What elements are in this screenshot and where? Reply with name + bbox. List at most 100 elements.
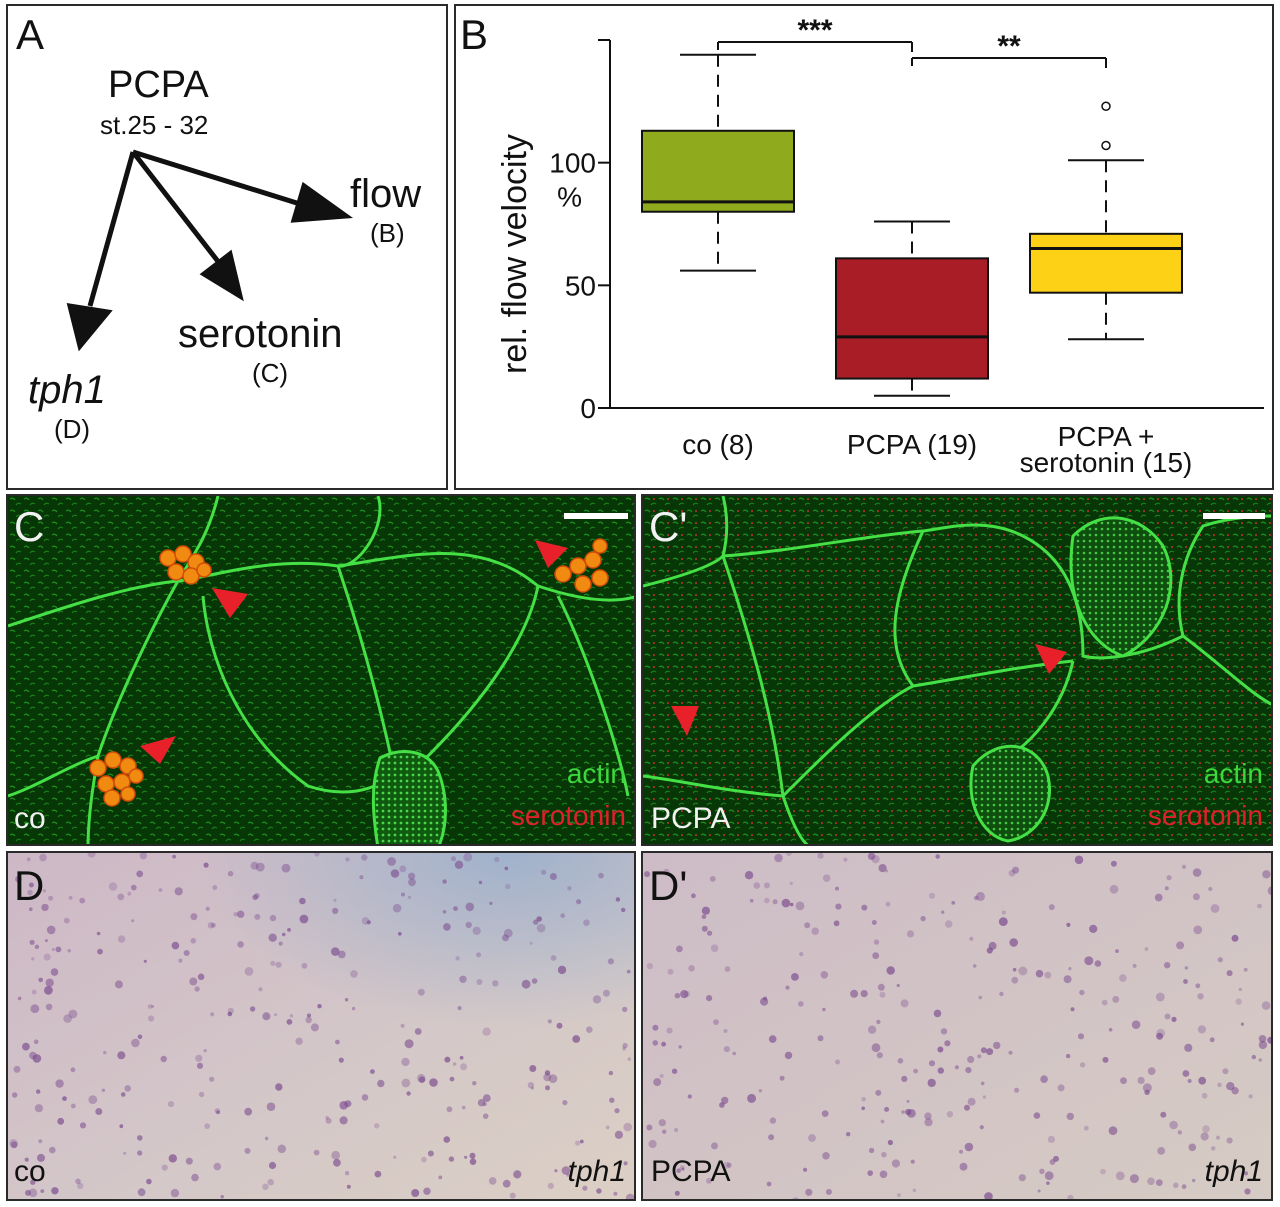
tph1-dot	[494, 856, 500, 863]
tph1-dot	[867, 1025, 877, 1034]
tph1-dot	[1012, 866, 1020, 874]
tph1-dot	[622, 1046, 626, 1051]
condition-label: co	[14, 1155, 46, 1188]
tph1-dot	[531, 978, 538, 984]
y-unit-label: %	[557, 182, 582, 213]
tph1-dot	[666, 1027, 673, 1034]
tph1-dot	[652, 1024, 659, 1031]
probe-label: tph1	[1204, 1155, 1263, 1188]
tph1-dot	[1065, 1053, 1071, 1059]
arrowhead-tph1	[66, 302, 113, 352]
tph1-dot	[774, 853, 783, 863]
micrograph-control-actin	[8, 496, 634, 844]
tph1-dot	[1267, 1036, 1271, 1044]
tph1-dot	[843, 857, 848, 862]
tph1-dot	[833, 920, 840, 927]
tph1-dot	[171, 941, 180, 950]
tph1-dot	[543, 1073, 552, 1082]
tph1-dot	[210, 1012, 215, 1017]
tph1-dot	[151, 1004, 155, 1008]
tph1-dot	[860, 990, 868, 998]
arrow-to-tph1	[87, 151, 136, 307]
tph1-dot	[1157, 1147, 1166, 1155]
tph1-dot	[400, 1023, 405, 1028]
target-tph1-ref: (D)	[54, 414, 91, 444]
tph1-dot	[270, 960, 276, 966]
tph1-dot	[51, 1187, 59, 1195]
tph1-dot	[482, 1102, 487, 1107]
tph1-dot	[901, 1110, 905, 1114]
tph1-dot	[1108, 1126, 1118, 1136]
tph1-dot	[29, 907, 33, 911]
tph1-dot	[1044, 971, 1052, 979]
tph1-dot	[924, 1112, 932, 1120]
tph1-dot	[1209, 1037, 1215, 1043]
tph1-dot	[876, 1019, 881, 1025]
tph1-dot	[804, 922, 811, 929]
tph1-dot	[361, 917, 370, 925]
tph1-dot	[1112, 995, 1120, 1003]
tph1-dot	[1261, 1001, 1271, 1010]
tph1-dot	[469, 1158, 477, 1165]
tph1-dot	[137, 1135, 143, 1141]
tph1-dot	[1231, 934, 1239, 942]
tph1-dot	[460, 1063, 468, 1071]
tph1-dot	[411, 1189, 420, 1197]
tph1-dot	[880, 1119, 885, 1124]
tph1-dot	[13, 1065, 21, 1073]
tph1-dot	[469, 1152, 476, 1159]
tph1-dot	[335, 1039, 340, 1045]
tph1-dot	[1142, 1083, 1152, 1093]
y-tick-label: 50	[565, 270, 596, 301]
tph1-dot	[1037, 1189, 1041, 1193]
tph1-dot	[764, 897, 770, 904]
tph1-dot	[607, 958, 615, 965]
tph1-dot	[786, 853, 792, 857]
tph1-dot	[489, 901, 493, 905]
tph1-dot	[1048, 904, 1055, 911]
tph1-dot	[766, 1181, 772, 1187]
tph1-dot	[63, 917, 70, 924]
tph1-dot	[36, 1089, 41, 1094]
tph1-dot	[252, 894, 258, 901]
tph1-dot	[120, 1092, 126, 1097]
tph1-dot	[707, 930, 713, 936]
tph1-dot	[789, 902, 794, 907]
tph1-dot	[1040, 1075, 1048, 1083]
outlier-point	[1101, 101, 1111, 111]
tph1-dot	[608, 1070, 614, 1076]
tph1-dot	[274, 1013, 278, 1017]
tph1-dot	[871, 1043, 881, 1053]
tph1-dot	[991, 1199, 997, 1201]
tph1-dot	[905, 1108, 912, 1116]
tph1-dot	[744, 871, 754, 880]
tph1-dot	[1110, 860, 1117, 867]
category-label: PCPA (19)	[847, 429, 977, 460]
tph1-dot	[170, 1188, 180, 1198]
tph1-dot	[614, 1108, 620, 1114]
tph1-dot	[267, 1178, 275, 1186]
tph1-dot	[614, 1130, 624, 1139]
tph1-dot	[27, 889, 33, 896]
tph1-dot	[307, 1013, 311, 1018]
tph1-dot	[429, 1078, 438, 1087]
tph1-dot	[959, 1149, 963, 1154]
tph1-dot	[861, 1097, 866, 1102]
tph1-dot	[269, 914, 277, 922]
tph1-dot	[567, 886, 572, 891]
tph1-dot	[185, 1157, 193, 1165]
tph1-dot	[732, 1051, 736, 1056]
tph1-dot	[876, 1052, 883, 1059]
tph1-dot	[281, 932, 286, 937]
tph1-dot	[438, 1175, 443, 1180]
tph1-dot	[1100, 1168, 1106, 1175]
significance-label: **	[997, 30, 1021, 63]
tph1-dot	[795, 901, 805, 911]
tph1-dot	[609, 1097, 615, 1103]
tph1-dot	[374, 1123, 380, 1129]
tph1-dot	[687, 1094, 692, 1099]
tph1-dot	[529, 941, 533, 945]
panel-a-label: A	[16, 11, 45, 58]
tph1-dot	[850, 989, 859, 998]
tph1-dot	[811, 927, 819, 935]
